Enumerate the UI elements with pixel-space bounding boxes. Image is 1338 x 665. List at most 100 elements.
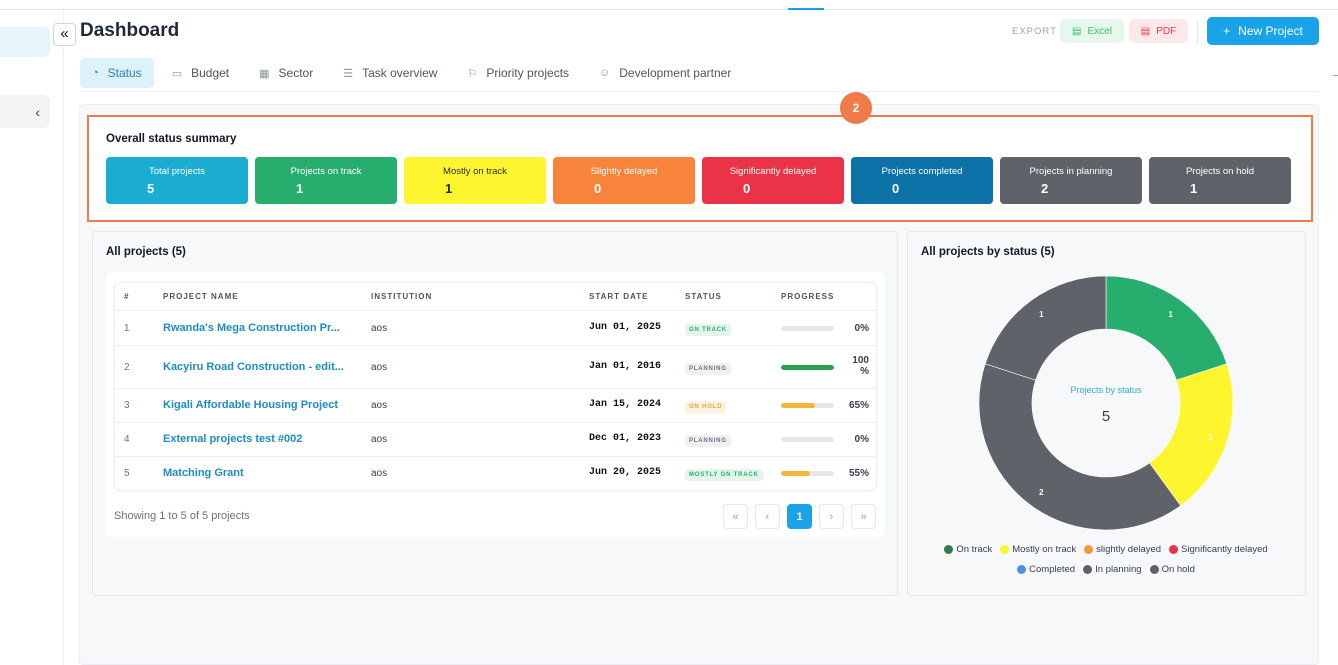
card-value: 1 <box>445 181 453 196</box>
donut-slice-label: 2 <box>1039 488 1044 497</box>
donut-slice[interactable] <box>984 276 1107 381</box>
double-chevron-left-icon[interactable]: « <box>53 23 76 46</box>
progress-fill <box>781 403 816 408</box>
legend-dot <box>1149 565 1159 574</box>
project-name-link[interactable]: Kacyiru Road Construction - edit... <box>163 360 344 373</box>
tab-sector[interactable]: ▦ Sector <box>247 58 325 88</box>
donut-slice-label: 1 <box>1168 310 1173 319</box>
status-badge: ON TRACK <box>685 323 732 336</box>
card-significantly-delayed[interactable]: Significantly delayed 0 <box>702 157 844 204</box>
pagination-summary: Showing 1 to 5 of 5 projects <box>114 510 250 522</box>
project-name-link[interactable]: Kigali Affordable Housing Project <box>163 399 338 411</box>
tab-budget[interactable]: ▭ Budget <box>160 58 241 88</box>
table-row[interactable]: 4 External projects test #002 aos Dec 01, 2… <box>115 423 876 457</box>
new-project-button[interactable]: + New Project <box>1207 17 1319 45</box>
row-number: 2 <box>124 361 130 373</box>
first-page-button[interactable]: « <box>723 504 748 529</box>
new-project-label: New Project <box>1238 24 1303 38</box>
table-row[interactable]: 2 Kacyiru Road Construction - edit... aos J… <box>115 346 876 389</box>
top-border <box>0 0 1338 10</box>
donut-center-label: Projects by status <box>1070 385 1142 395</box>
progress-bar <box>781 471 834 476</box>
excel-label: Excel <box>1087 25 1112 37</box>
legend-item[interactable]: On track <box>944 544 992 555</box>
col-project-name[interactable]: PROJECT NAME <box>163 292 239 301</box>
projects-table: # PROJECT NAME INSTITUTION START DATE ST… <box>114 282 877 491</box>
card-mostly-on-track[interactable]: Mostly on track 1 <box>404 157 546 204</box>
top-accent <box>788 8 824 10</box>
card-in-planning[interactable]: Projects in planning 2 <box>1000 157 1142 204</box>
tab-label: Sector <box>278 66 314 80</box>
status-badge: PLANNING <box>685 362 731 375</box>
card-value: 0 <box>892 181 900 196</box>
summary-cards: Total projects 5 Projects on track 1 Mostl… <box>106 157 1291 204</box>
legend-dot <box>1083 565 1093 574</box>
sidebar-item-expand[interactable]: ‹ <box>0 95 50 128</box>
institution-cell: aos <box>371 361 388 373</box>
row-number: 4 <box>124 434 130 445</box>
table-row[interactable]: 1 Rwanda's Mega Construction Pr... aos Jun … <box>115 311 876 346</box>
col-start-date[interactable]: START DATE <box>589 292 649 301</box>
chart-legend-row-1: On track Mostly on track slightly delayed S… <box>916 544 1296 555</box>
status-badge: ON HOLD <box>685 401 727 413</box>
col-progress[interactable]: PROGRESS <box>781 292 835 301</box>
legend-dot <box>1017 565 1027 574</box>
legend-item[interactable]: slightly delayed <box>1084 544 1161 555</box>
export-pdf-button[interactable]: ▤ PDF <box>1129 19 1188 43</box>
progress-percent: 0% <box>854 322 869 334</box>
next-page-button[interactable]: › <box>819 504 844 529</box>
edge-mark <box>1333 75 1338 76</box>
card-slightly-delayed[interactable]: Slightly delayed 0 <box>553 157 695 204</box>
card-on-track[interactable]: Projects on track 1 <box>255 157 397 204</box>
tab-label: Status <box>107 66 142 80</box>
legend-item[interactable]: Completed <box>1017 564 1075 575</box>
tab-priority-projects[interactable]: ⚐ Priority projects <box>455 58 581 88</box>
card-label: Projects completed <box>881 166 963 177</box>
card-label: Projects in planning <box>1029 166 1113 177</box>
legend-label: Significantly delayed <box>1181 544 1268 555</box>
tab-status[interactable]: ◔ Status <box>80 58 154 88</box>
legend-item[interactable]: On hold <box>1149 564 1195 575</box>
donut-slice[interactable] <box>1105 276 1228 381</box>
project-name-link[interactable]: Rwanda's Mega Construction Pr... <box>163 321 340 334</box>
tab-label: Priority projects <box>486 66 570 80</box>
progress-bar <box>781 364 834 370</box>
project-name-link[interactable]: External projects test #002 <box>163 433 303 445</box>
start-date-cell: Jan 15, 2024 <box>589 399 662 410</box>
row-number: 3 <box>124 400 130 411</box>
table-row[interactable]: 3 Kigali Affordable Housing Project aos Jan… <box>115 389 876 423</box>
plus-icon: + <box>1223 24 1231 38</box>
last-page-button[interactable]: » <box>851 504 876 529</box>
card-label: Mostly on track <box>443 166 507 177</box>
tab-task-overview[interactable]: ☰ Task overview <box>331 58 449 88</box>
export-excel-button[interactable]: ▤ Excel <box>1060 19 1124 43</box>
legend-label: In planning <box>1095 564 1142 575</box>
col-institution[interactable]: INSTITUTION <box>371 292 433 301</box>
donut-slice-label: 1 <box>1039 310 1044 319</box>
progress-percent: 100 % <box>852 354 869 377</box>
col-status[interactable]: STATUS <box>685 292 722 301</box>
legend-item[interactable]: Significantly delayed <box>1169 544 1268 555</box>
page-1-button[interactable]: 1 <box>787 504 812 529</box>
legend-dot <box>944 545 954 554</box>
card-label: Projects on track <box>290 166 362 177</box>
start-date-cell: Jun 01, 2025 <box>589 321 662 333</box>
card-completed[interactable]: Projects completed 0 <box>851 157 993 204</box>
prev-page-button[interactable]: ‹ <box>755 504 780 529</box>
legend-dot <box>1000 545 1010 554</box>
institution-cell: aos <box>371 434 388 445</box>
project-name-link[interactable]: Matching Grant <box>163 467 244 479</box>
legend-label: Mostly on track <box>1012 544 1077 555</box>
pdf-file-icon: ▤ <box>1140 25 1151 37</box>
legend-item[interactable]: Mostly on track <box>1000 544 1076 555</box>
tab-development-partner[interactable]: ☺ Development partner <box>587 58 743 88</box>
legend-item[interactable]: In planning <box>1083 564 1142 575</box>
progress-bar <box>781 403 834 408</box>
donut-slice[interactable] <box>979 363 1182 530</box>
table-row[interactable]: 5 Matching Grant aos Jun 20, 2025 MOSTLY ON … <box>115 457 876 490</box>
summary-title: Overall status summary <box>106 133 237 145</box>
sidebar: ‹ <box>0 10 64 665</box>
sidebar-item-active[interactable] <box>0 27 50 57</box>
card-on-hold[interactable]: Projects on hold 1 <box>1149 157 1291 204</box>
card-total-projects[interactable]: Total projects 5 <box>106 157 248 204</box>
